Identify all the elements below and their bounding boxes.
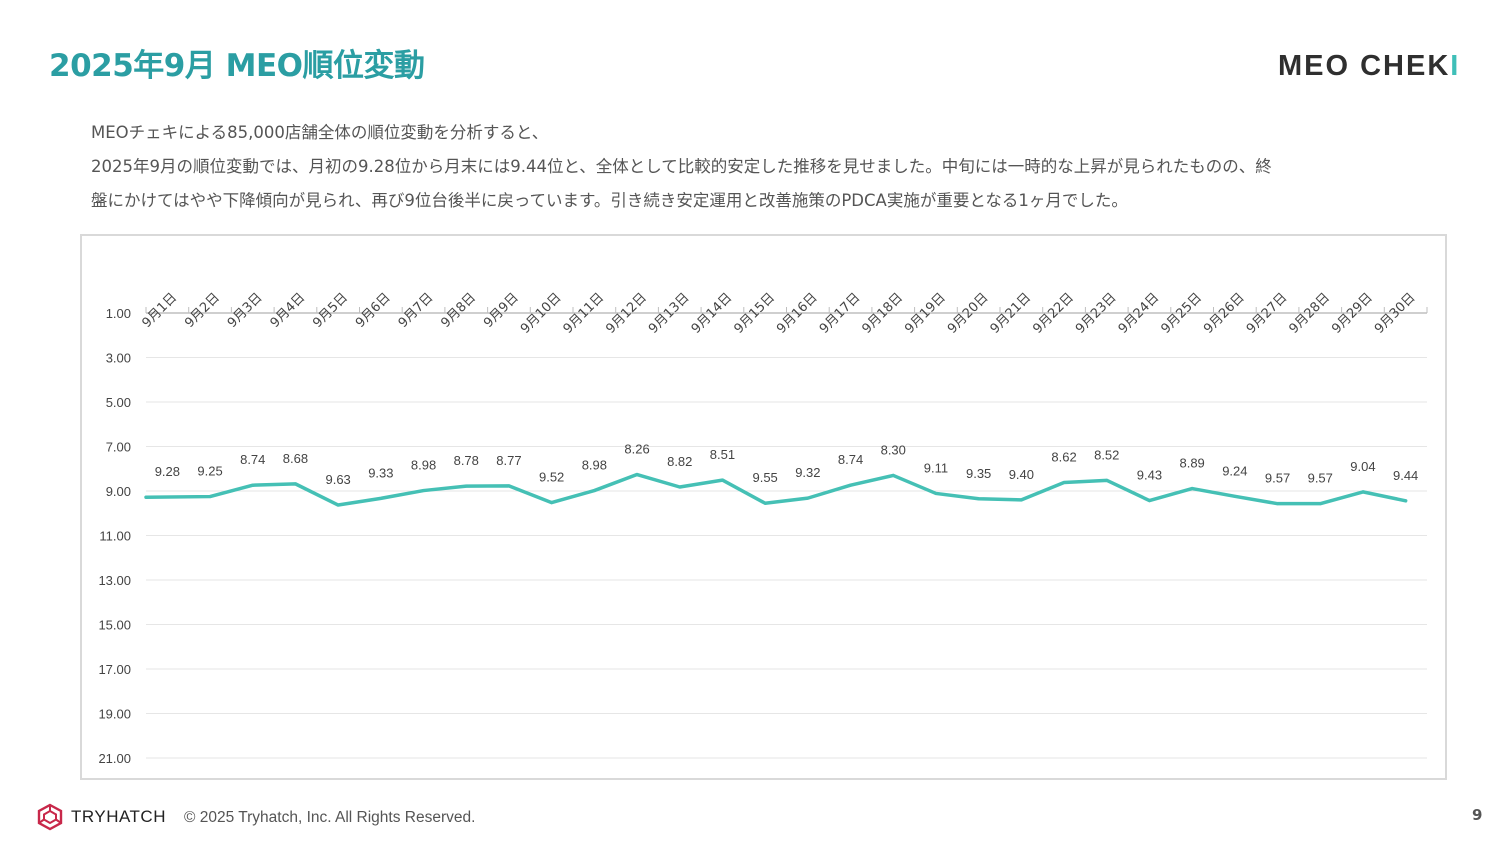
data-label: 8.74 [240, 452, 265, 467]
data-point [1062, 481, 1066, 485]
data-point [550, 501, 554, 505]
y-tick-label: 5.00 [106, 395, 131, 410]
data-label: 8.51 [710, 447, 735, 462]
data-label: 8.98 [411, 458, 436, 473]
y-tick-label: 3.00 [106, 351, 131, 366]
data-label: 9.28 [155, 464, 180, 479]
data-point [678, 485, 682, 489]
footer-company-name: TRYHATCH [71, 807, 166, 826]
data-point [208, 495, 212, 499]
data-point [1233, 494, 1237, 498]
data-label: 9.57 [1265, 471, 1290, 486]
data-point [507, 484, 511, 488]
data-label: 8.68 [283, 451, 308, 466]
brand-logo-text: MEO CHEK [1278, 50, 1451, 82]
data-label: 8.74 [838, 452, 863, 467]
data-point [1147, 499, 1151, 503]
data-label: 9.57 [1308, 471, 1333, 486]
data-label: 9.52 [539, 470, 564, 485]
y-tick-label: 1.00 [106, 306, 131, 321]
data-point [1190, 487, 1194, 491]
data-label: 9.43 [1137, 468, 1162, 483]
data-point [1105, 478, 1109, 482]
data-label: 9.04 [1350, 459, 1375, 474]
rank-line-chart: 1.00 3.00 5.00 7.00 9.00 11.00 13.00 15.00 17.00… [98, 290, 1428, 766]
data-point [1019, 498, 1023, 502]
data-label: 9.33 [368, 465, 393, 480]
data-label: 8.98 [582, 458, 607, 473]
data-label: 8.82 [667, 454, 692, 469]
y-tick-label: 13.00 [98, 573, 131, 588]
data-label: 8.52 [1094, 447, 1119, 462]
data-label: 8.26 [624, 442, 649, 457]
data-label: 9.24 [1222, 463, 1247, 478]
y-tick-label: 11.00 [99, 529, 131, 544]
data-point [336, 503, 340, 507]
y-tick-label: 19.00 [98, 707, 131, 722]
summary-line: 2025年9月の順位変動では、月初の9.28位から月末には9.44位と、全体とし… [91, 157, 1272, 176]
data-point [592, 489, 596, 493]
data-point [422, 489, 426, 493]
data-point [849, 483, 853, 487]
data-label: 9.44 [1393, 468, 1418, 483]
data-label: 9.40 [1009, 467, 1034, 482]
page-number: 9 [1472, 806, 1483, 824]
data-point [806, 496, 810, 500]
data-point [144, 495, 148, 499]
data-label: 9.11 [924, 460, 948, 475]
data-point [1361, 490, 1365, 494]
y-tick-label: 17.00 [98, 662, 131, 677]
data-point [251, 483, 255, 487]
brand-logo: MEO CHEKI [1278, 50, 1460, 83]
data-label: 9.35 [966, 466, 991, 481]
data-label: 9.55 [752, 470, 777, 485]
copyright: © 2025 Tryhatch, Inc. All Rights Reserve… [184, 809, 476, 826]
data-label: 8.62 [1051, 450, 1076, 465]
y-tick-label: 7.00 [106, 440, 131, 455]
data-point [763, 501, 767, 505]
data-point [934, 491, 938, 495]
series-line [144, 472, 1408, 507]
y-tick-label: 21.00 [98, 751, 131, 766]
data-label: 9.63 [325, 472, 350, 487]
data-point [977, 497, 981, 501]
data-label: 8.78 [454, 453, 479, 468]
data-point [1318, 502, 1322, 506]
summary-text: MEOチェキによる85,000店舗全体の順位変動を分析すると、 2025年9月の… [91, 116, 1436, 218]
data-point [635, 473, 639, 477]
footer-logo: TRYHATCH [37, 803, 166, 831]
brand-logo-accent: I [1450, 50, 1461, 82]
summary-line: 盤にかけてはやや下降傾向が見られ、再び9位台後半に戻っています。引き続き安定運用… [91, 191, 1128, 210]
y-tick-label: 9.00 [106, 484, 131, 499]
chart-frame: 1.00 3.00 5.00 7.00 9.00 11.00 13.00 15.00 17.00… [80, 234, 1447, 780]
data-point [293, 482, 297, 486]
y-tick-label: 15.00 [98, 618, 131, 633]
tryhatch-logo-icon [37, 803, 63, 831]
data-label: 8.30 [881, 442, 906, 457]
data-point [720, 478, 724, 482]
data-point [1404, 499, 1408, 503]
data-point [891, 473, 895, 477]
data-label: 8.89 [1179, 456, 1204, 471]
data-point [464, 484, 468, 488]
data-label: 9.25 [197, 464, 222, 479]
page-title: 2025年9月 MEO順位変動 [49, 48, 425, 84]
data-point [1276, 502, 1280, 506]
data-label: 9.32 [795, 465, 820, 480]
data-label: 8.77 [496, 453, 521, 468]
data-point [379, 496, 383, 500]
summary-line: MEOチェキによる85,000店舗全体の順位変動を分析すると、 [91, 123, 549, 142]
